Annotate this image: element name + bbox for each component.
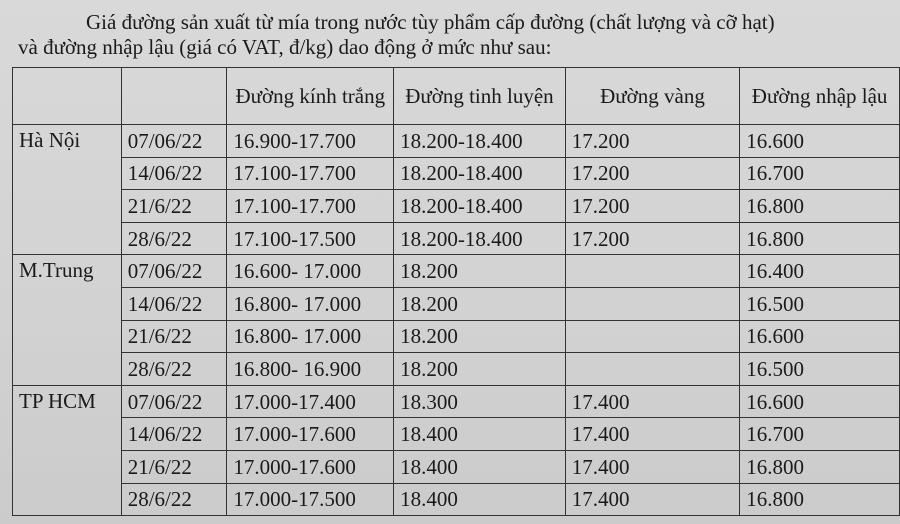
white-sugar-price-cell: 16.900-17.700: [226, 124, 395, 158]
table-row: 21/6/22 17.100-17.700 18.200-18.400 17.200 1…: [13, 189, 900, 223]
brown-sugar-price-cell: 17.400: [564, 417, 741, 451]
table-row: Hà Nội 07/06/22 16.900-17.700 18.200-18.400…: [12, 123, 900, 256]
header-smuggled-sugar: Đường nhập lậu: [739, 67, 900, 125]
region-cell: TP HCM: [12, 384, 122, 517]
sugar-price-table: Đường kính trắng Đường tinh luyện Đường …: [12, 67, 900, 517]
white-sugar-price-cell: 16.800- 17.000: [226, 319, 395, 354]
refined-sugar-price-cell: 18.200: [393, 286, 566, 321]
refined-sugar-price-cell: 18.200: [393, 319, 566, 354]
smuggled-sugar-price-cell: 16.800: [739, 221, 900, 256]
smuggled-sugar-price-cell: 16.500: [739, 286, 900, 321]
date-cell: 14/06/22: [120, 156, 228, 191]
header-region: [12, 67, 122, 125]
white-sugar-price-cell: 17.000-17.600: [226, 449, 395, 484]
refined-sugar-price-cell: 18.400: [393, 482, 566, 517]
white-sugar-price-cell: 16.600- 17.000: [226, 254, 395, 288]
brown-sugar-price-cell: [564, 286, 741, 321]
brown-sugar-price-cell: [564, 319, 741, 354]
brown-sugar-price-cell: 17.400: [564, 482, 741, 517]
white-sugar-price-cell: 17.100-17.700: [226, 189, 395, 223]
brown-sugar-price-cell: 17.200: [564, 124, 741, 158]
white-sugar-price-cell: 16.800- 16.900: [226, 352, 395, 386]
smuggled-sugar-price-cell: 16.800: [739, 482, 900, 517]
brown-sugar-price-cell: 17.200: [564, 221, 741, 256]
table-row: 28/6/22 17.100-17.500 18.200-18.400 17.200 1…: [13, 221, 900, 256]
date-cell: 07/06/22: [120, 124, 228, 158]
region-cell: M.Trung: [12, 254, 122, 386]
table-row: 14/06/22 17.000-17.600 18.400 17.400 16.700: [13, 417, 900, 451]
date-cell: 28/6/22: [120, 482, 228, 517]
refined-sugar-price-cell: 18.200-18.400: [393, 124, 566, 158]
smuggled-sugar-price-cell: 16.600: [739, 124, 900, 158]
refined-sugar-price-cell: 18.400: [393, 449, 566, 484]
smuggled-sugar-price-cell: 16.600: [739, 384, 900, 419]
header-row: Đường kính trắng Đường tinh luyện Đường …: [12, 67, 900, 125]
region-cell: Hà Nội: [12, 123, 122, 256]
table-row: 21/6/22 17.000-17.600 18.400 17.400 16.800: [13, 449, 900, 484]
refined-sugar-price-cell: 18.400: [393, 417, 566, 451]
table-row: 28/6/22 16.800- 16.900 18.200 16.500: [13, 352, 900, 386]
date-cell: 21/6/22: [120, 449, 228, 484]
white-sugar-price-cell: 17.000-17.400: [226, 384, 395, 419]
header-refined-sugar: Đường tinh luyện: [393, 67, 566, 125]
white-sugar-price-cell: 17.100-17.500: [226, 221, 395, 256]
white-sugar-price-cell: 16.800- 17.000: [226, 286, 395, 321]
date-cell: 28/6/22: [120, 352, 228, 386]
table-row: TP HCM 07/06/22 17.000-17.400 18.300 17.400 1…: [12, 384, 900, 517]
header-date: [120, 67, 228, 125]
brown-sugar-price-cell: [564, 254, 741, 288]
date-cell: 07/06/22: [120, 384, 228, 419]
date-cell: 14/06/22: [120, 286, 228, 321]
intro-line-1: Giá đường sản xuất từ mía trong nước tùy…: [86, 10, 775, 34]
refined-sugar-price-cell: 18.200-18.400: [393, 189, 566, 223]
header-brown-sugar: Đường vàng: [564, 67, 741, 125]
white-sugar-price-cell: 17.000-17.600: [226, 417, 395, 451]
brown-sugar-price-cell: 17.400: [564, 384, 741, 419]
smuggled-sugar-price-cell: 16.700: [739, 417, 900, 451]
smuggled-sugar-price-cell: 16.500: [739, 352, 900, 386]
brown-sugar-price-cell: [564, 352, 741, 386]
table-row: 14/06/22 16.800- 17.000 18.200 16.500: [13, 286, 900, 321]
white-sugar-price-cell: 17.100-17.700: [226, 156, 395, 191]
smuggled-sugar-price-cell: 16.700: [739, 156, 900, 191]
refined-sugar-price-cell: 18.200-18.400: [393, 221, 566, 256]
smuggled-sugar-price-cell: 16.800: [739, 189, 900, 223]
date-cell: 07/06/22: [120, 254, 228, 288]
brown-sugar-price-cell: 17.200: [564, 156, 741, 191]
refined-sugar-price-cell: 18.200: [393, 352, 566, 386]
date-cell: 28/6/22: [120, 221, 228, 256]
date-cell: 21/6/22: [120, 319, 228, 354]
date-cell: 21/6/22: [120, 189, 228, 223]
header-white-sugar: Đường kính trắng: [226, 67, 395, 125]
table-row: M.Trung 07/06/22 16.600- 17.000 18.200 16.40…: [12, 254, 900, 386]
table-row: 14/06/22 17.100-17.700 18.200-18.400 17.200…: [13, 156, 900, 191]
table-row: 28/6/22 17.000-17.500 18.400 17.400 16.800: [13, 482, 900, 517]
brown-sugar-price-cell: 17.400: [564, 449, 741, 484]
smuggled-sugar-price-cell: 16.800: [739, 449, 900, 484]
refined-sugar-price-cell: 18.300: [393, 384, 566, 419]
table-row: 21/6/22 16.800- 17.000 18.200 16.600: [13, 319, 900, 354]
intro-line-2: và đường nhập lậu (giá có VAT, đ/kg) dao…: [18, 35, 552, 59]
white-sugar-price-cell: 17.000-17.500: [226, 482, 395, 517]
brown-sugar-price-cell: 17.200: [564, 189, 741, 223]
refined-sugar-price-cell: 18.200-18.400: [393, 156, 566, 191]
refined-sugar-price-cell: 18.200: [393, 254, 566, 288]
intro-paragraph: Giá đường sản xuất từ mía trong nước tùy…: [18, 10, 898, 60]
smuggled-sugar-price-cell: 16.400: [739, 254, 900, 288]
date-cell: 14/06/22: [120, 417, 228, 451]
smuggled-sugar-price-cell: 16.600: [739, 319, 900, 354]
